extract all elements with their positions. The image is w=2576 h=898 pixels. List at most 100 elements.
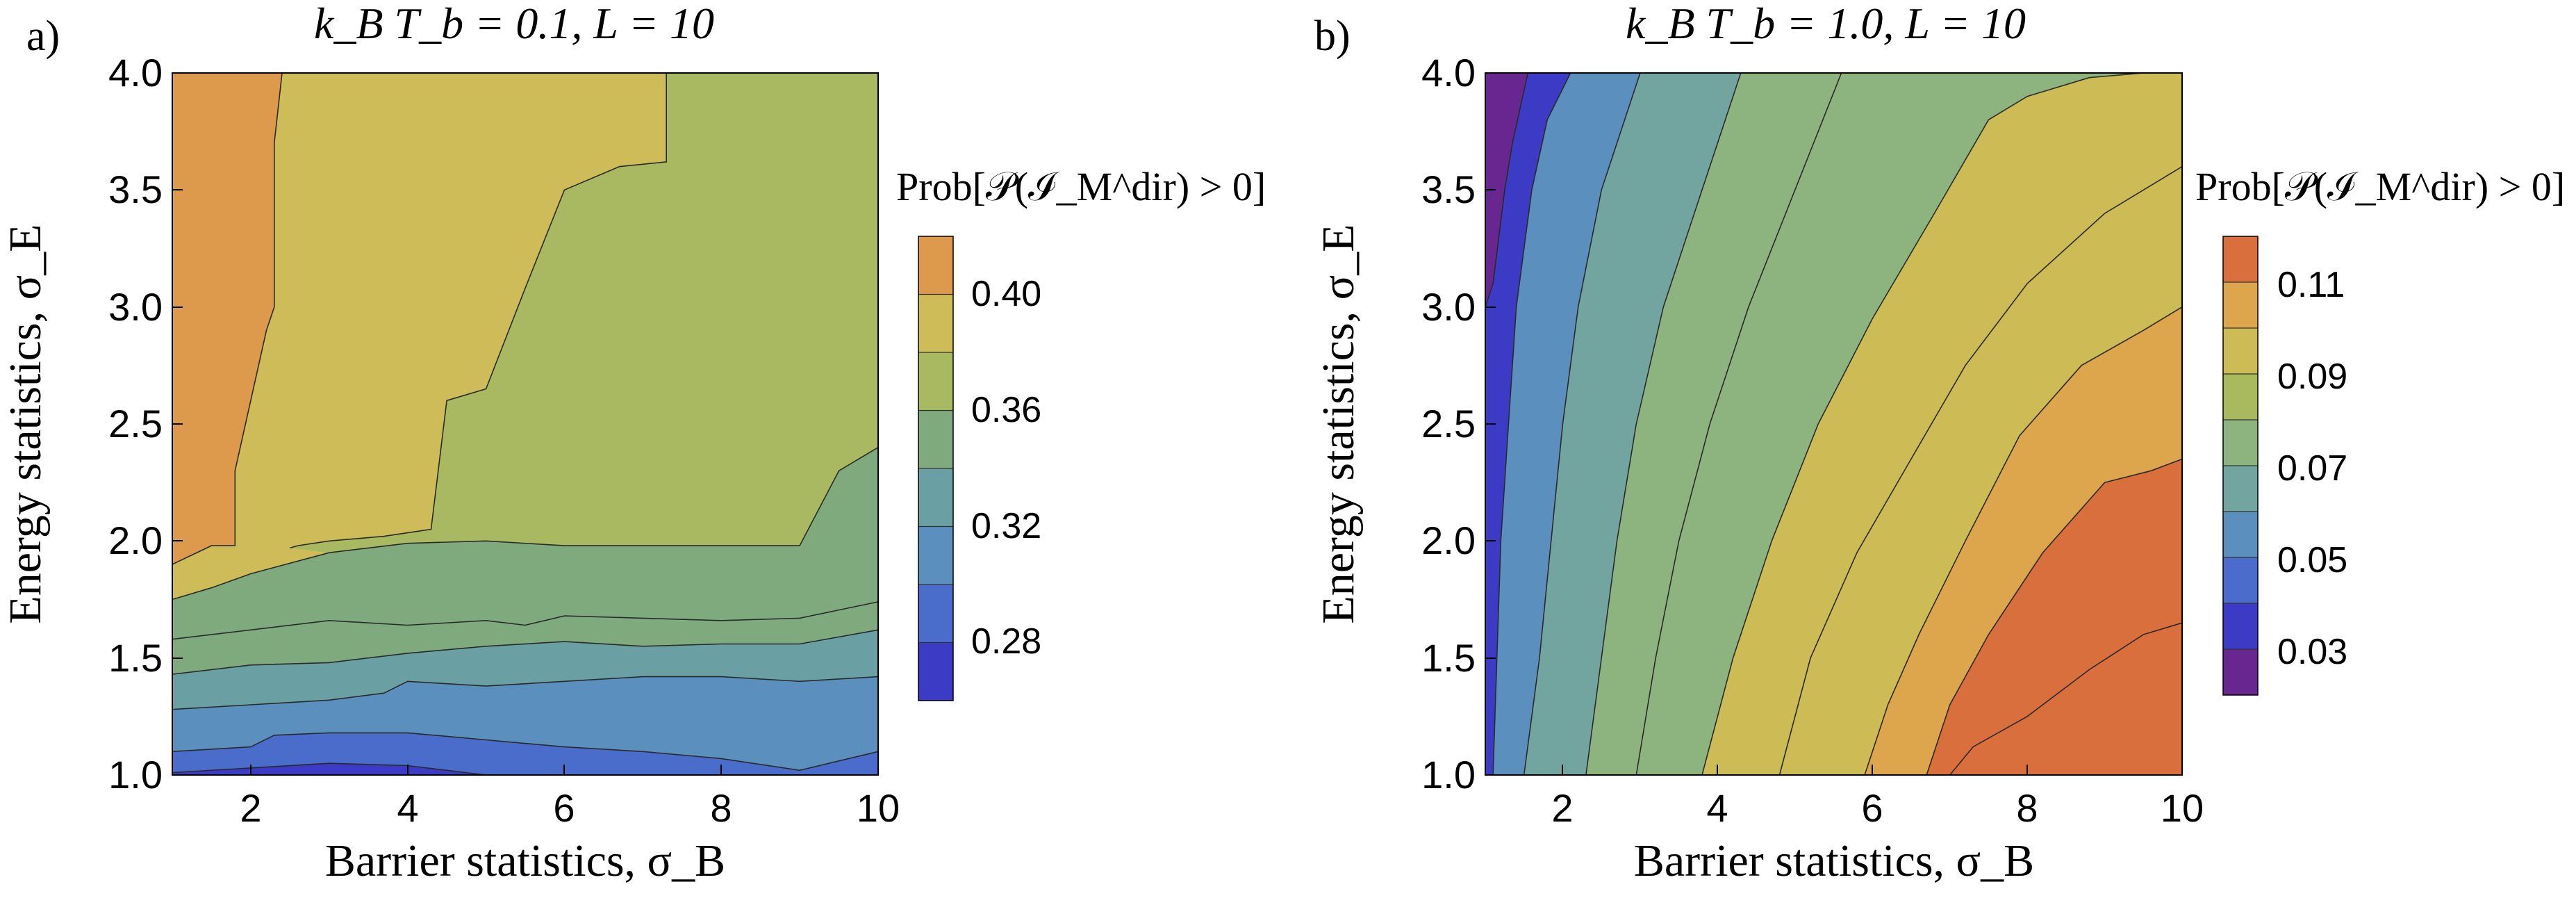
panel-a-colorbar-label: 0.28 [971, 621, 1041, 662]
panel-a-xtick-label: 8 [710, 786, 732, 830]
panel-a-colorbar-swatch [918, 352, 953, 411]
panel-b-ytick-label: 3.0 [1421, 285, 1476, 329]
panel-b-plot-area [1485, 72, 2183, 776]
panel-b-ytick-label: 2.5 [1421, 402, 1476, 446]
panel-a-ytick-label: 3.5 [108, 168, 163, 211]
panel-b-colorbar-swatch [2223, 603, 2258, 650]
panel-b-x-axis-title: Barrier statistics, σ_B [1634, 835, 2034, 886]
panel-a-ytick-label: 4.0 [108, 51, 163, 95]
panel-a-y-axis: 1.0 1.5 2.0 2.5 3.0 3.5 4.0 Energy stati… [0, 51, 183, 797]
panel-a-y-axis-title: Energy statistics, σ_E [0, 224, 51, 623]
panel-a-colorbar-swatches [918, 236, 953, 701]
panel-a-contour-line [172, 601, 879, 640]
panel-b-title: k_B T_b = 1.0, L = 10 [1626, 0, 2026, 48]
panel-b-colorbar-swatch [2223, 374, 2258, 421]
panel-a-xtick-label: 2 [240, 786, 261, 830]
panel-a-colorbar: Prob[𝒫(ℐ_M^dir) > 0] 0.28 0.32 0.36 0.40 [896, 164, 1266, 701]
panel-b-colorbar-swatch [2223, 466, 2258, 512]
panel-b-ytick-label: 3.5 [1421, 168, 1476, 211]
panel-b-y-axis-title: Energy statistics, σ_E [1313, 224, 1364, 623]
panel-b-xtick-label: 6 [1861, 786, 1883, 830]
panel-b-ytick-label: 1.0 [1421, 753, 1476, 797]
panel-a-contour-line [172, 732, 879, 772]
panel-b-contour-line [1523, 72, 1641, 776]
panel-a-colorbar-label: 0.32 [971, 506, 1041, 546]
panel-b-band [1949, 623, 2182, 775]
panel-a: a) k_B T_b = 0.1, L = 10 2 4 6 8 10 Barr… [0, 0, 1266, 886]
panel-b-contour-lines [1485, 72, 2183, 776]
panel-a-xtick-label: 10 [857, 786, 900, 830]
panel-a-xtick-label: 4 [397, 786, 418, 830]
panel-b-colorbar-swatch [2223, 420, 2258, 466]
panel-a-title: k_B T_b = 0.1, L = 10 [314, 0, 714, 48]
panel-b-contour-line [1635, 72, 1842, 776]
panel-a-colorbar-swatch [918, 642, 953, 701]
panel-a-band [172, 73, 282, 564]
panel-b-contour-line [1926, 458, 2183, 776]
panel-b-band [1485, 73, 1528, 307]
panel-a-contour-line [172, 676, 879, 710]
panel-b-filled-contours [1485, 73, 2182, 775]
panel-b-ytick-label: 1.5 [1421, 636, 1476, 680]
panel-b-xtick-label: 4 [1706, 786, 1728, 830]
panel-b-ytick-label: 2.0 [1421, 519, 1476, 562]
panel-a-ytick-label: 3.0 [108, 285, 163, 329]
panel-a-contour-line [172, 72, 283, 565]
panel-b-x-axis: 2 4 6 8 10 Barrier statistics, σ_B [1551, 765, 2204, 886]
panel-a-contour-line [172, 629, 879, 675]
panel-a-xtick-label: 6 [553, 786, 575, 830]
panel-a-colorbar-swatch [918, 236, 953, 295]
panel-b-colorbar-swatches [2223, 236, 2258, 696]
panel-a-colorbar-swatch [918, 585, 953, 643]
panel-a-ytick-label: 2.5 [108, 402, 163, 446]
panel-b-xtick-label: 2 [1551, 786, 1573, 830]
panel-b-contour-line [1492, 72, 1571, 776]
panel-b-colorbar-swatch [2223, 649, 2258, 696]
panel-a-ytick-label: 2.0 [108, 519, 163, 562]
panel-b-ytick-label: 4.0 [1421, 51, 1476, 95]
panel-a-colorbar-label: 0.40 [971, 274, 1041, 314]
panel-b-xtick-label: 8 [2016, 786, 2038, 830]
panel-a-plot-area [172, 72, 879, 776]
panel-a-colorbar-title: Prob[𝒫(ℐ_M^dir) > 0] [896, 164, 1266, 209]
panel-b-colorbar: Prob[𝒫(ℐ_M^dir) > 0] 0.03 0.05 0.07 0.09… [2195, 164, 2565, 696]
panel-b-band [1485, 73, 1571, 775]
panel-b-contour-line [1949, 622, 2183, 776]
panel-a-contour-line [290, 73, 668, 549]
panel-a-colorbar-swatch [918, 294, 953, 353]
panel-b-contour-line [1701, 72, 2182, 776]
panel-b-contour-line [1585, 72, 1742, 776]
panel-b-colorbar-swatch [2223, 328, 2258, 375]
panel-b-contour-line [1778, 166, 2183, 776]
panel-b-contour-line [1864, 307, 2183, 776]
panel-b-colorbar-label: 0.09 [2277, 357, 2347, 397]
panel-b-colorbar-title: Prob[𝒫(ℐ_M^dir) > 0] [2195, 164, 2565, 209]
panel-a-x-axis-title: Barrier statistics, σ_B [325, 835, 725, 886]
panel-a-filled-contours [172, 73, 878, 775]
panel-b-colorbar-label: 0.11 [2277, 265, 2345, 305]
panel-a-colorbar-label: 0.36 [971, 390, 1041, 430]
panel-b-contour-line [1485, 72, 1529, 307]
panel-b-y-axis: 1.0 1.5 2.0 2.5 3.0 3.5 4.0 Energy stati… [1313, 51, 1496, 797]
panel-b-colorbar-swatch [2223, 557, 2258, 604]
panel-a-colorbar-swatch [918, 526, 953, 585]
panel-b-label: b) [1314, 13, 1351, 60]
panel-b-colorbar-label: 0.03 [2277, 632, 2347, 672]
panel-b: b) k_B T_b = 1.0, L = 10 2 4 6 8 10 Barr… [1313, 0, 2565, 886]
panel-b-colorbar-label: 0.05 [2277, 540, 2347, 580]
panel-b-xtick-label: 10 [2161, 786, 2204, 830]
panel-a-colorbar-frame [918, 236, 954, 701]
panel-a-colorbar-swatch [918, 410, 953, 469]
panel-b-colorbar-swatch [2223, 236, 2258, 283]
panel-a-contour-line [172, 447, 879, 601]
panel-b-band [1636, 73, 2182, 775]
panel-a-x-axis: 2 4 6 8 10 Barrier statistics, σ_B [240, 765, 900, 886]
panel-a-label: a) [26, 13, 60, 60]
panel-b-colorbar-swatch [2223, 282, 2258, 329]
panel-b-colorbar-label: 0.07 [2277, 448, 2347, 489]
panel-a-band [290, 73, 878, 553]
panel-a-band [172, 763, 878, 775]
panel-b-colorbar-frame [2222, 236, 2259, 696]
panel-b-colorbar-swatch [2223, 512, 2258, 558]
